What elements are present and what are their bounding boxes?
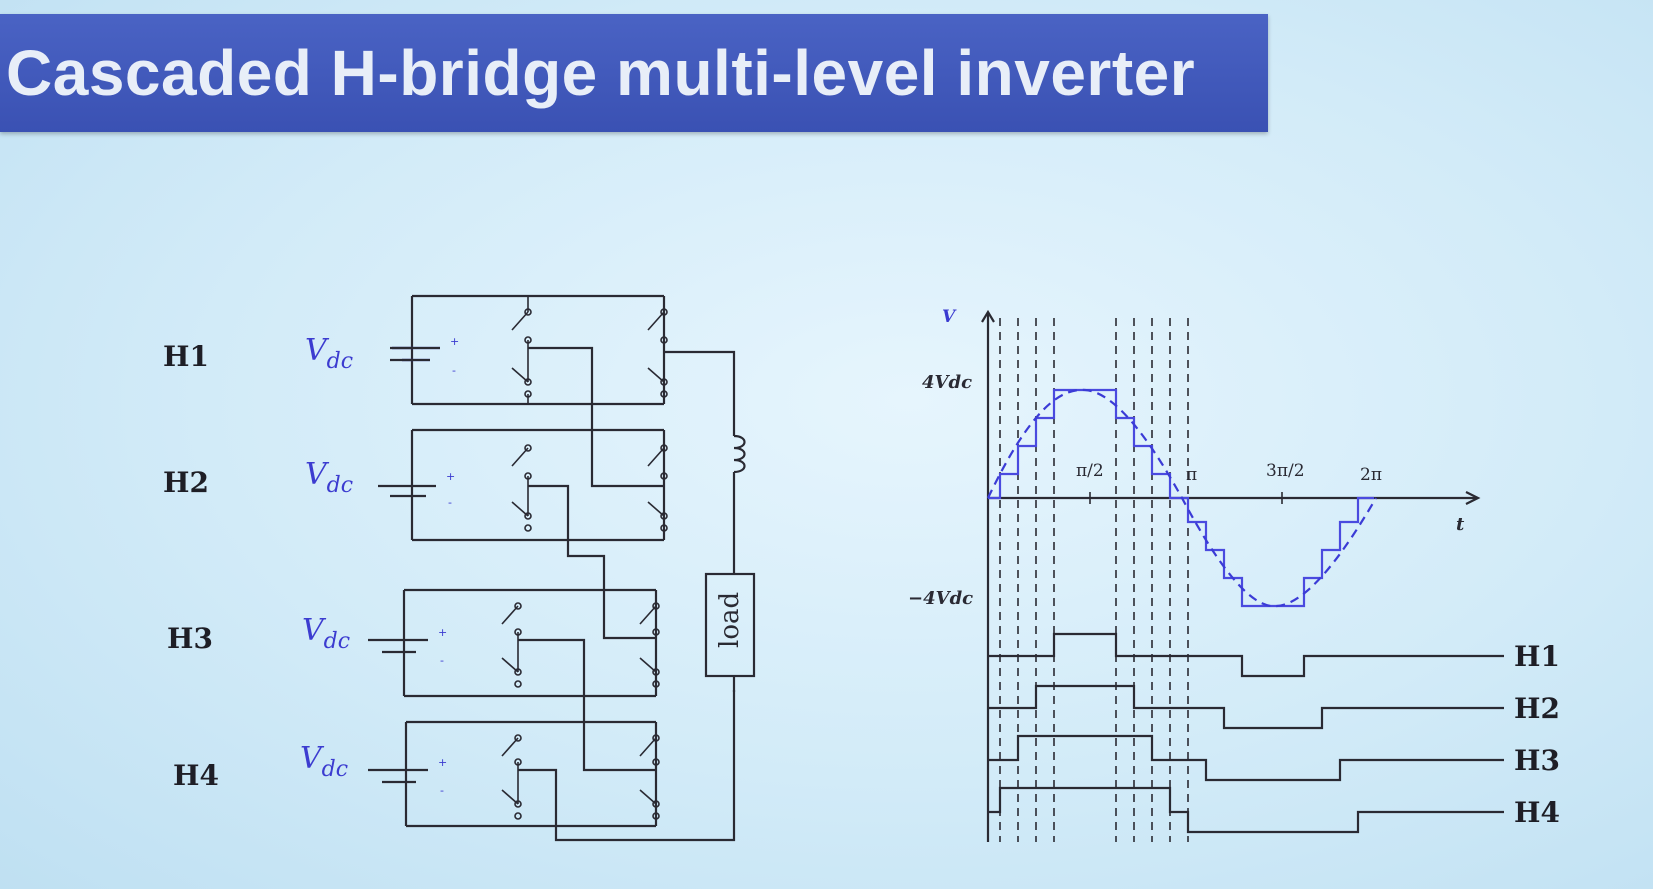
- y-tick-neg-4vdc: −4Vdc: [908, 588, 973, 609]
- cell-label-h3: H3: [167, 622, 213, 655]
- source-label-h2: Vdc: [305, 457, 353, 498]
- svg-text:-: -: [448, 496, 452, 509]
- h-bridge-cell-h2: + -: [378, 428, 668, 542]
- x-tick-pi-half: π/2: [1076, 461, 1104, 481]
- series-link-h2-h3: [528, 484, 656, 640]
- svg-text:-: -: [452, 364, 456, 377]
- x-tick-3pi-half: 3π/2: [1266, 461, 1305, 481]
- source-label-h1: Vdc: [305, 333, 353, 374]
- h-bridge-cell-h1: + -: [390, 294, 668, 406]
- cell-label-h1: H1: [163, 340, 209, 373]
- series-link-h1-h2: [528, 346, 664, 488]
- sine-reference: [987, 388, 1377, 608]
- waveform-plot: V t 4Vdc −4Vdc π/2 π 3π/2 2π: [908, 307, 1560, 842]
- cell-label-h2: H2: [163, 466, 209, 499]
- output-wire-bottom: [518, 690, 736, 842]
- source-label-h3: Vdc: [302, 613, 350, 654]
- svg-text:+: +: [438, 756, 447, 769]
- load-label: load: [715, 592, 745, 648]
- output-wire-top: [664, 350, 736, 436]
- h-bridge-circuit: H1 H2 H3 H4 Vdc Vdc Vdc Vdc + -: [163, 294, 756, 842]
- series-link-h3-h4: [518, 638, 656, 772]
- cell-label-h4: H4: [173, 759, 219, 792]
- svg-text:-: -: [440, 654, 444, 667]
- x-axis-label: t: [1456, 514, 1465, 535]
- svg-text:-: -: [440, 784, 444, 797]
- title-banner: Cascaded H-bridge multi-level inverter: [0, 14, 1268, 132]
- row-label-h2: H2: [1514, 692, 1560, 725]
- gate-signal-h2: [988, 684, 1504, 730]
- source-label-h4: Vdc: [300, 741, 348, 782]
- h-bridge-cell-h3: + -: [368, 588, 660, 698]
- load-box: [704, 572, 756, 678]
- y-axis-label: V: [942, 307, 957, 327]
- gate-signal-h4: [988, 786, 1504, 834]
- x-tick-pi: π: [1186, 465, 1197, 485]
- y-tick-4vdc: 4Vdc: [922, 372, 972, 393]
- svg-text:+: +: [450, 335, 459, 348]
- staircase-output: [988, 388, 1374, 608]
- switching-guides: [999, 318, 1189, 842]
- row-label-h4: H4: [1514, 796, 1560, 829]
- x-tick-2pi: 2π: [1360, 465, 1382, 485]
- svg-text:+: +: [438, 626, 447, 639]
- h-bridge-cell-h4: + -: [368, 720, 660, 828]
- row-label-h1: H1: [1514, 640, 1560, 673]
- gate-signal-h1: [988, 632, 1504, 678]
- inductor: [732, 434, 746, 574]
- row-label-h3: H3: [1514, 744, 1560, 777]
- gate-signal-h3: [988, 734, 1504, 782]
- svg-text:+: +: [446, 470, 455, 483]
- slide-title: Cascaded H-bridge multi-level inverter: [6, 37, 1196, 109]
